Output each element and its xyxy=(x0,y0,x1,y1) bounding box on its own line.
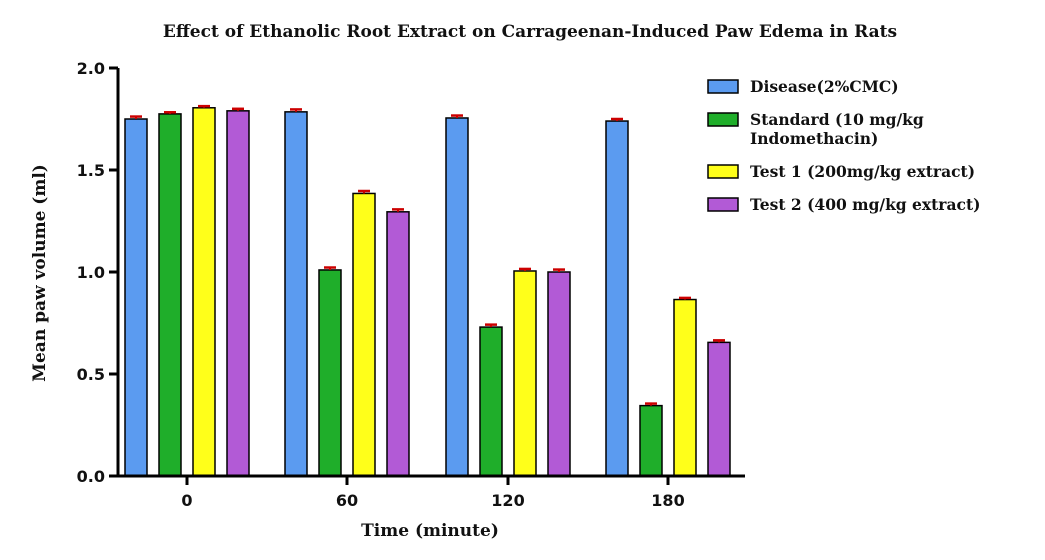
bar-s3-c3 xyxy=(707,341,731,477)
bar-s2-c1 xyxy=(352,192,376,477)
legend-swatch-2 xyxy=(707,164,739,179)
legend-swatch-0 xyxy=(707,79,739,94)
chart-title: Effect of Ethanolic Root Extract on Carr… xyxy=(163,22,897,42)
bar-s1-c2 xyxy=(479,326,503,477)
y-tick-label-2: 1.0 xyxy=(77,263,105,282)
x-tick-label-0: 0 xyxy=(181,491,192,510)
bar-s3-c1 xyxy=(386,211,410,477)
bar-s2-c2 xyxy=(513,270,537,477)
bar-s1-c0 xyxy=(158,113,182,477)
bar-s1-c1 xyxy=(318,269,342,477)
bar-s0-c0 xyxy=(124,118,148,477)
x-axis-label: Time (minute) xyxy=(361,521,499,541)
x-tick-label-1: 60 xyxy=(336,491,358,510)
y-tick-label-0: 0.0 xyxy=(77,467,105,486)
legend-swatch-1 xyxy=(707,112,739,127)
y-tick-label-3: 1.5 xyxy=(77,161,105,180)
legend: Disease(2%CMC) Standard (10 mg/kg Indometh… xyxy=(707,77,980,214)
bar-s0-c3 xyxy=(605,120,629,477)
y-axis-label: Mean paw volume (ml) xyxy=(30,164,50,382)
bar-s1-c3 xyxy=(639,404,663,477)
bar-s0-c1 xyxy=(284,111,308,477)
bar-s0-c2 xyxy=(445,117,469,477)
legend-label-3: Test 2 (400 mg/kg extract) xyxy=(750,195,980,214)
bar-s2-c3 xyxy=(673,298,697,477)
legend-label-0: Disease(2%CMC) xyxy=(750,77,899,96)
bar-s2-c0 xyxy=(192,107,216,477)
y-tick-label-1: 0.5 xyxy=(77,365,105,384)
legend-label-2: Test 1 (200mg/kg extract) xyxy=(750,162,975,181)
legend-swatch-3 xyxy=(707,197,739,212)
axes: 0.0 0.5 1.0 1.5 2.0 0 60 120 180 xyxy=(77,59,745,510)
bar-s3-c0 xyxy=(226,110,250,477)
legend-label-1: Standard (10 mg/kg Indomethacin) xyxy=(750,110,924,148)
x-tick-label-2: 120 xyxy=(491,491,524,510)
x-tick-label-3: 180 xyxy=(651,491,684,510)
y-tick-label-4: 2.0 xyxy=(77,59,105,78)
bar-s3-c2 xyxy=(547,271,571,477)
bar-group xyxy=(124,104,731,477)
